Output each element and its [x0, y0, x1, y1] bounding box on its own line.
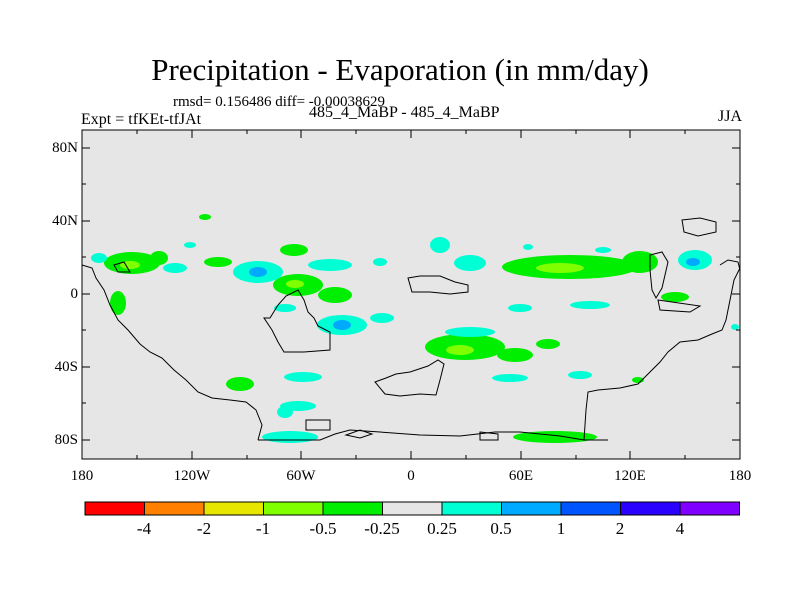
landmass-outline: [649, 251, 669, 300]
landmass-outline: [719, 259, 741, 271]
case-label: 485_4_MaBP - 485_4_MaBP: [309, 104, 500, 121]
contour-patch: [568, 371, 592, 379]
colorbar: [84, 501, 740, 516]
contour-patch: [274, 304, 296, 312]
colorbar-swatch: [203, 501, 264, 516]
contour-patch: [163, 263, 187, 273]
contour-patch: [454, 255, 486, 271]
landmass-outline: [374, 359, 445, 397]
axis-ticks: [82, 130, 740, 459]
contour-patch: [370, 313, 394, 323]
x-tick-label: 60W: [286, 468, 316, 484]
landmass-outline: [657, 299, 702, 313]
landmass-outline: [263, 289, 331, 353]
landmass-outline: [113, 261, 131, 273]
contour-patch: [91, 253, 107, 263]
landmass-outline: [583, 267, 741, 441]
contour-patch: [492, 374, 528, 382]
contour-patch: [686, 258, 700, 266]
contour-patch: [284, 372, 322, 382]
colorbar-swatch: [620, 501, 681, 516]
contour-patch: [445, 327, 495, 337]
contour-patch: [508, 304, 532, 312]
contour-patch: [318, 287, 352, 303]
x-tick-label: 60E: [508, 468, 534, 484]
contour-patch: [286, 280, 304, 288]
landmass-outline: [81, 264, 263, 441]
colorbar-label: -4: [136, 519, 152, 538]
colorbar-swatch: [263, 501, 324, 516]
colorbar-label: 4: [675, 519, 685, 538]
contour-patch: [513, 431, 597, 443]
colorbar-label: 2: [615, 519, 625, 538]
contour-patch: [595, 247, 611, 253]
coastlines: [81, 217, 741, 441]
contour-patch: [731, 324, 739, 330]
x-tick-label: 120W: [173, 468, 211, 484]
contour-patch: [110, 291, 126, 315]
landmass-outline: [305, 419, 331, 431]
y-tick-label: 40S: [54, 359, 78, 375]
contour-patch: [226, 377, 254, 391]
landmass-outline: [407, 275, 469, 295]
contour-patch: [249, 267, 267, 277]
colorbar-swatch: [84, 501, 145, 516]
colorbar-label: -0.25: [364, 519, 400, 538]
contour-patch: [497, 348, 533, 362]
contour-patch: [661, 292, 689, 302]
x-tick-label: 120E: [614, 468, 646, 484]
contour-patch: [536, 263, 584, 273]
landmass-outline: [681, 217, 717, 237]
contour-patch: [430, 237, 450, 253]
colorbar-label: 0.5: [490, 519, 512, 538]
colorbar-label: 0.25: [427, 519, 457, 538]
colorbar-label: -0.5: [309, 519, 337, 538]
contour-patch: [277, 406, 293, 418]
colorbar-swatch: [322, 501, 383, 516]
contour-patch: [262, 431, 318, 443]
landmass-outline: [479, 431, 499, 441]
stats-label: rmsd= 0.156486 diff= -0.00038629: [173, 94, 386, 110]
contour-patch: [150, 251, 168, 265]
landmass-outline: [258, 429, 608, 441]
contour-patch: [536, 339, 560, 349]
y-tick-label: 0: [70, 286, 79, 302]
contour-patch: [308, 259, 352, 271]
x-tick-label: 180: [728, 468, 752, 484]
colorbar-swatch: [501, 501, 562, 516]
contour-patch: [333, 320, 351, 330]
colorbar-swatch: [382, 501, 443, 516]
y-tick-label: 40N: [52, 213, 78, 229]
contour-patch: [199, 214, 211, 220]
contour-patch: [204, 257, 232, 267]
contour-patch: [622, 251, 658, 273]
colorbar-label: -2: [196, 519, 212, 538]
colorbar-swatch: [144, 501, 205, 516]
map-background: [82, 130, 740, 459]
landmass-outline: [344, 429, 374, 439]
colorbar-swatch: [441, 501, 502, 516]
x-tick-label: 180: [70, 468, 94, 484]
field-contours: [91, 214, 739, 443]
contour-patch: [523, 244, 533, 250]
contour-patch: [570, 301, 610, 309]
season-label: JJA: [717, 108, 742, 125]
contour-patch: [184, 242, 196, 248]
colorbar-label: -1: [255, 519, 271, 538]
y-tick-label: 80S: [54, 432, 78, 448]
colorbar-swatch: [560, 501, 621, 516]
experiment-label: Expt = tfKEt-tfJAt: [81, 111, 202, 128]
contour-patch: [280, 244, 308, 256]
contour-patch: [373, 258, 387, 266]
colorbar-swatch: [679, 501, 740, 516]
y-tick-label: 80N: [52, 140, 78, 156]
colorbar-label: 1: [556, 519, 566, 538]
x-tick-label: 0: [407, 468, 415, 484]
contour-patch: [446, 345, 474, 355]
chart-title: Precipitation - Evaporation (in mm/day): [151, 52, 649, 87]
